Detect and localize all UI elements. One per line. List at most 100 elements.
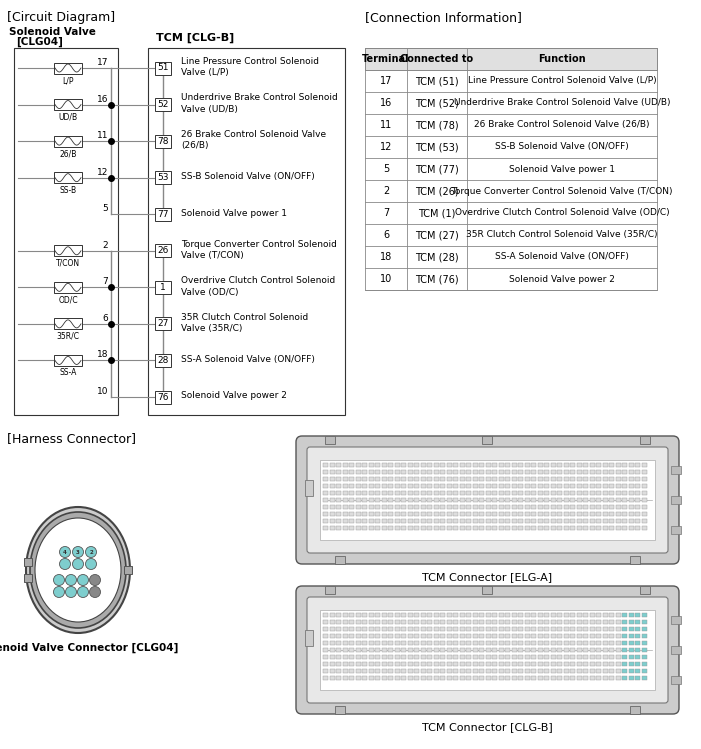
Bar <box>329 676 334 680</box>
Bar <box>343 512 348 516</box>
Bar <box>609 613 614 617</box>
Bar <box>531 613 536 617</box>
Bar <box>602 512 608 516</box>
Bar <box>635 526 640 530</box>
Bar <box>395 669 400 673</box>
Bar <box>427 477 432 481</box>
Bar <box>544 655 549 659</box>
Bar <box>447 470 451 474</box>
Bar <box>336 463 341 467</box>
Bar <box>335 556 345 564</box>
Bar <box>615 484 620 488</box>
Bar <box>369 526 374 530</box>
Bar <box>576 519 582 523</box>
Bar <box>482 436 492 444</box>
Bar <box>505 655 510 659</box>
Bar <box>440 512 445 516</box>
Bar <box>414 491 419 495</box>
Bar <box>602 477 608 481</box>
Text: 1: 1 <box>160 283 166 292</box>
Bar <box>343 498 348 502</box>
Bar <box>369 477 374 481</box>
Text: 17: 17 <box>380 76 392 86</box>
Bar <box>641 477 646 481</box>
Bar <box>447 676 451 680</box>
Bar <box>498 505 503 509</box>
Bar <box>407 498 412 502</box>
Bar <box>602 505 608 509</box>
Bar <box>407 491 412 495</box>
Bar <box>602 498 608 502</box>
Circle shape <box>53 574 64 586</box>
Bar <box>550 498 555 502</box>
Bar <box>590 484 594 488</box>
Bar <box>414 655 419 659</box>
Bar <box>329 505 334 509</box>
Bar <box>570 662 575 666</box>
Bar <box>570 613 575 617</box>
Bar <box>524 634 529 638</box>
Bar <box>433 655 439 659</box>
Bar <box>479 512 484 516</box>
Bar <box>622 627 627 631</box>
Text: TCM (78): TCM (78) <box>415 120 459 130</box>
Bar <box>355 662 360 666</box>
Bar <box>492 620 497 624</box>
Bar <box>466 655 471 659</box>
Bar <box>615 613 620 617</box>
Bar <box>433 613 439 617</box>
Bar <box>498 491 503 495</box>
Bar <box>329 634 334 638</box>
Bar <box>447 526 451 530</box>
Bar <box>544 505 549 509</box>
Bar <box>486 505 491 509</box>
Bar <box>518 634 523 638</box>
Bar <box>615 498 620 502</box>
Text: Solenoid Valve power 1: Solenoid Valve power 1 <box>509 165 615 174</box>
Bar <box>602 519 608 523</box>
Bar <box>421 491 426 495</box>
Bar <box>343 634 348 638</box>
Bar <box>576 641 582 645</box>
Bar <box>329 491 334 495</box>
Bar <box>466 463 471 467</box>
Bar <box>381 613 386 617</box>
Bar <box>538 669 543 673</box>
Bar <box>538 498 543 502</box>
Bar <box>564 627 569 631</box>
Bar <box>401 470 406 474</box>
Bar <box>381 477 386 481</box>
Bar <box>329 655 334 659</box>
Bar <box>381 519 386 523</box>
Bar <box>414 484 419 488</box>
Text: TCM (26): TCM (26) <box>415 186 459 196</box>
Text: [Harness Connector]: [Harness Connector] <box>7 432 136 445</box>
Bar <box>155 318 171 330</box>
Bar <box>512 655 517 659</box>
Bar <box>590 505 594 509</box>
Bar <box>641 669 646 673</box>
Bar <box>596 648 601 652</box>
Bar <box>343 648 348 652</box>
Bar <box>486 526 491 530</box>
Bar <box>381 526 386 530</box>
Bar <box>414 669 419 673</box>
Bar <box>472 655 477 659</box>
Text: OD/C: OD/C <box>58 295 78 304</box>
Bar <box>323 662 328 666</box>
Bar <box>524 655 529 659</box>
Bar <box>518 519 523 523</box>
Bar <box>524 484 529 488</box>
Bar <box>355 627 360 631</box>
Bar <box>498 641 503 645</box>
Bar <box>466 491 471 495</box>
Bar <box>355 463 360 467</box>
Bar <box>381 655 386 659</box>
Bar <box>557 662 562 666</box>
Bar <box>596 512 601 516</box>
Circle shape <box>72 547 83 557</box>
Bar <box>466 669 471 673</box>
Bar <box>596 526 601 530</box>
Text: Overdrive Clutch Control Solenoid Valve (OD/C): Overdrive Clutch Control Solenoid Valve … <box>455 208 669 217</box>
Bar <box>557 470 562 474</box>
